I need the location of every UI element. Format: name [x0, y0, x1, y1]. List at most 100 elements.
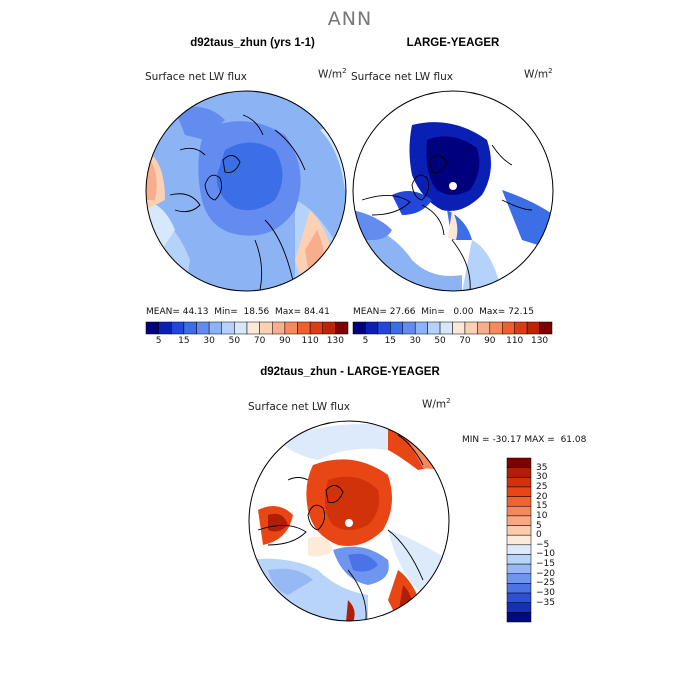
colorbar-cell [506, 525, 532, 536]
panel2-colorbar [352, 321, 553, 335]
colorbar-cell [506, 496, 532, 507]
colorbar-tick-label: 15 [178, 336, 190, 346]
colorbar-cell [526, 321, 540, 335]
colorbar-cell [377, 321, 391, 335]
colorbar-tick-label: 5 [536, 520, 542, 531]
colorbar-cell [506, 534, 532, 546]
panel1-stats: MEAN= 44.13 Min= 18.56 Max= 84.41 [146, 307, 330, 317]
colorbar-cell [477, 321, 491, 335]
main-title: ANN [327, 8, 373, 30]
colorbar-tick-label: −10 [536, 549, 555, 560]
colorbar-cell [309, 321, 323, 335]
colorbar-tick-label: 90 [484, 336, 496, 346]
colorbar-tick-label: −20 [536, 568, 555, 579]
panel1-polar-map [145, 90, 347, 292]
panel1-variable-label: Surface net LW flux [145, 71, 247, 83]
colorbar-tick-label: −5 [536, 539, 550, 550]
colorbar-cell [506, 467, 532, 478]
colorbar-tick-label: −15 [536, 559, 555, 570]
panel1-title: d92taus_zhun (yrs 1-1) [190, 37, 315, 49]
colorbar-cell [259, 321, 273, 335]
colorbar-cell [272, 321, 286, 335]
colorbar-tick-label: −30 [536, 588, 555, 599]
colorbar-tick-label: 50 [434, 336, 446, 346]
colorbar-tick-label: 30 [203, 336, 215, 346]
colorbar-cell [502, 321, 515, 335]
colorbar-tick-label: 110 [506, 336, 524, 346]
colorbar-cell [514, 321, 528, 335]
colorbar-tick-label: 70 [253, 336, 266, 346]
colorbar-cell [506, 544, 532, 555]
colorbar-cell [246, 321, 260, 335]
panel3-units: W/m2 [422, 397, 451, 411]
colorbar-cell [427, 321, 441, 335]
colorbar-cell [506, 515, 532, 526]
colorbar-tick-label: 30 [409, 336, 421, 346]
colorbar-tick-label: 30 [536, 472, 548, 483]
colorbar-cell [196, 321, 210, 335]
colorbar-cell [234, 321, 248, 335]
colorbar-tick-label: 15 [384, 336, 397, 346]
colorbar-cell [208, 321, 222, 335]
colorbar-tick-label: 5 [155, 336, 162, 346]
colorbar-cell [506, 554, 532, 565]
colorbar-cell [506, 457, 532, 468]
colorbar-tick-label: 20 [536, 491, 548, 502]
colorbar-cell [402, 321, 416, 335]
colorbar-cell [506, 563, 532, 575]
panel2-polar-map [352, 90, 554, 292]
colorbar-cell [439, 321, 453, 335]
colorbar-cell [414, 321, 428, 335]
panel2-colorbar-ticks: 5 15 30 50 70 90 110 130 [353, 336, 552, 348]
colorbar-tick-label: 50 [228, 336, 241, 346]
colorbar-cell [506, 583, 532, 594]
colorbar-cell [506, 477, 532, 488]
colorbar-tick-label: 70 [459, 336, 471, 346]
panel1-colorbar [145, 321, 349, 335]
colorbar-cell [335, 321, 349, 335]
panel3-stats: MIN = -30.17 MAX = 61.08 [462, 435, 587, 445]
colorbar-cell [506, 486, 532, 497]
colorbar-tick-label: −35 [536, 597, 555, 608]
colorbar-tick-label: 25 [536, 481, 548, 492]
panel2-units: W/m2 [524, 67, 553, 81]
colorbar-tick-label: 15 [536, 501, 548, 512]
panel2-variable-label: Surface net LW flux [351, 71, 453, 83]
panel3-title: d92taus_zhun - LARGE-YEAGER [260, 366, 440, 378]
colorbar-cell [506, 612, 532, 623]
colorbar-cell [506, 592, 532, 603]
panel1-units: W/m2 [318, 67, 347, 81]
colorbar-cell [158, 321, 172, 335]
colorbar-cell [464, 321, 478, 335]
panel2-title: LARGE-YEAGER [406, 37, 500, 49]
colorbar-tick-label: 35 [536, 462, 548, 473]
panel3-colorbar [506, 457, 532, 623]
colorbar-cell [322, 321, 336, 335]
colorbar-cell [365, 321, 379, 335]
colorbar-cell [284, 321, 298, 335]
colorbar-cell [506, 573, 532, 584]
colorbar-cell [539, 321, 553, 335]
colorbar-cell [352, 321, 366, 335]
colorbar-tick-label: 0 [536, 530, 542, 541]
panel3-polar-map [248, 420, 450, 622]
panel3-colorbar-ticks: 35 30 25 20 15 10 5 0 −5 −10 −15 −20 −25 −30 −35 [536, 458, 576, 622]
colorbar-cell [145, 321, 159, 335]
colorbar-tick-label: 130 [326, 336, 344, 346]
panel3-variable-label: Surface net LW flux [248, 401, 350, 413]
colorbar-tick-label: −25 [536, 578, 555, 589]
colorbar-cell [452, 321, 466, 335]
colorbar-cell [506, 505, 532, 517]
colorbar-cell [489, 321, 503, 335]
colorbar-cell [390, 321, 403, 335]
panel1-colorbar-ticks: 5 15 30 50 70 90 110 130 [146, 336, 348, 348]
colorbar-tick-label: 110 [301, 336, 319, 346]
colorbar-cell [297, 321, 311, 335]
colorbar-cell [183, 321, 197, 335]
panel2-stats: MEAN= 27.66 Min= 0.00 Max= 72.15 [353, 307, 534, 317]
colorbar-cell [506, 602, 532, 613]
colorbar-cell [171, 321, 185, 335]
colorbar-tick-label: 130 [530, 336, 549, 346]
colorbar-tick-label: 5 [362, 336, 369, 346]
colorbar-tick-label: 10 [536, 510, 548, 521]
